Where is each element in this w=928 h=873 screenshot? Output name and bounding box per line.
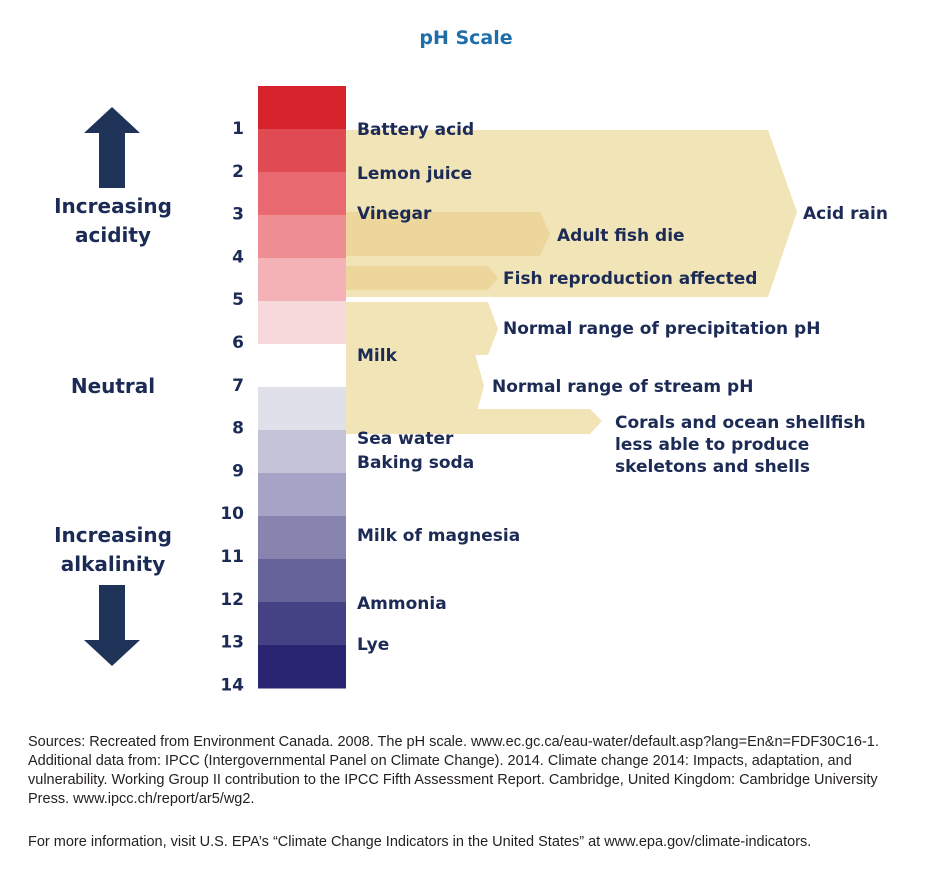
range-fish-reproduction: Fish reproduction affected <box>503 269 757 289</box>
band-fish-reproduction <box>345 266 498 290</box>
ph-number-13: 13 <box>220 633 244 653</box>
ph-cell-1 <box>258 86 346 130</box>
ph-number-7: 7 <box>232 376 244 396</box>
range-corals-line3: skeletons and shells <box>615 457 810 477</box>
ph-number-3: 3 <box>232 205 244 225</box>
arrow-up-icon <box>84 107 140 188</box>
sources-footnote: Sources: Recreated from Environment Cana… <box>28 734 879 807</box>
substance-baking-soda: Baking soda <box>357 453 474 473</box>
band-corals <box>345 409 602 434</box>
ph-cell-13 <box>258 602 346 646</box>
increasing-acidity-line1: Increasing <box>54 194 172 218</box>
ph-number-4: 4 <box>232 247 244 267</box>
page-title: pH Scale <box>419 27 512 49</box>
substance-battery-acid: Battery acid <box>357 120 474 140</box>
neutral-label: Neutral <box>71 374 155 398</box>
ph-number-12: 12 <box>220 590 244 610</box>
arrow-down-icon <box>84 585 140 666</box>
ph-number-14: 14 <box>220 675 244 695</box>
more-info-footnote: For more information, visit U.S. EPA’s “… <box>28 834 812 850</box>
ph-cell-11 <box>258 516 346 560</box>
substance-sea-water: Sea water <box>357 429 454 449</box>
substance-vinegar: Vinegar <box>357 204 432 224</box>
ph-number-11: 11 <box>220 547 244 567</box>
substance-lemon-juice: Lemon juice <box>357 164 472 184</box>
band-precipitation <box>345 302 498 355</box>
substance-milk-of-magnesia: Milk of magnesia <box>357 526 520 546</box>
ph-cell-14 <box>258 645 346 689</box>
ph-number-8: 8 <box>232 419 244 439</box>
ph-number-10: 10 <box>220 504 244 524</box>
ph-number-2: 2 <box>232 162 244 182</box>
ph-cell-3 <box>258 172 346 216</box>
range-corals-line2: less able to produce <box>615 435 809 455</box>
ph-number-1: 1 <box>232 119 244 139</box>
ph-cell-6 <box>258 301 346 345</box>
substance-ammonia: Ammonia <box>357 594 447 614</box>
ph-cell-4 <box>258 215 346 259</box>
ph-cell-10 <box>258 473 346 517</box>
range-bands <box>345 130 797 434</box>
ph-cell-9 <box>258 430 346 474</box>
range-acid-rain: Acid rain <box>803 204 888 224</box>
ph-number-6: 6 <box>232 333 244 353</box>
ph-cell-12 <box>258 559 346 603</box>
increasing-alkalinity-line1: Increasing <box>54 523 172 547</box>
ph-cell-8 <box>258 387 346 431</box>
range-corals-line1: Corals and ocean shellfish <box>615 413 866 433</box>
substance-milk: Milk <box>357 346 398 366</box>
increasing-alkalinity-line2: alkalinity <box>61 552 166 576</box>
ph-cell-5 <box>258 258 346 302</box>
ph-color-column <box>258 86 346 689</box>
ph-number-9: 9 <box>232 461 244 481</box>
band-stream <box>345 343 484 429</box>
substance-lye: Lye <box>357 635 389 655</box>
ph-number-5: 5 <box>232 290 244 310</box>
band-adult-fish-die <box>345 212 550 256</box>
ph-cell-7 <box>258 344 346 388</box>
range-stream: Normal range of stream pH <box>492 377 753 397</box>
increasing-acidity-line2: acidity <box>75 223 151 247</box>
range-precipitation: Normal range of precipitation pH <box>503 319 820 339</box>
ph-cell-2 <box>258 129 346 173</box>
range-adult-fish-die: Adult fish die <box>557 226 685 246</box>
